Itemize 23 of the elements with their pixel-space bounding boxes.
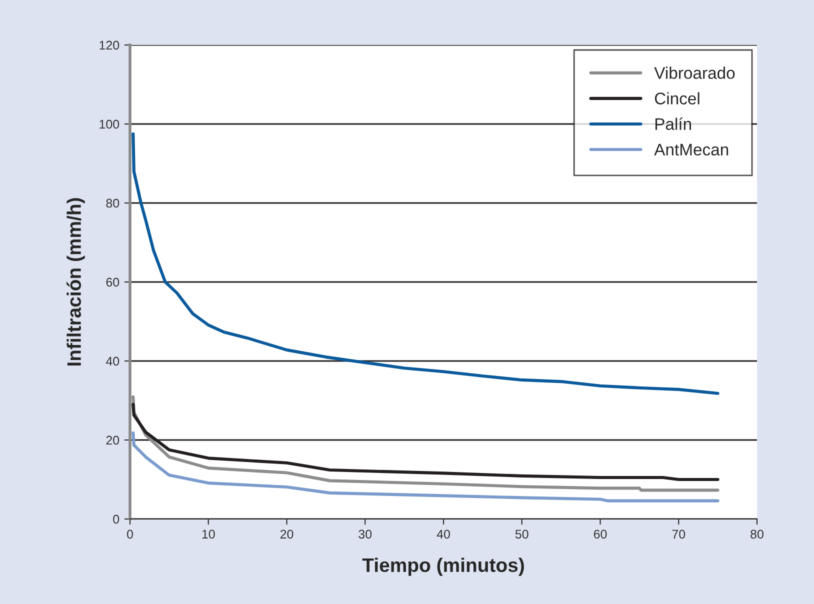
y-tick-label: 0 <box>113 514 120 524</box>
legend-label: Vibroarado <box>654 66 735 79</box>
x-tick-label: 20 <box>280 530 294 539</box>
y-tick-label: 120 <box>100 40 120 50</box>
x-tick-label: 40 <box>436 530 450 539</box>
x-tick-label: 30 <box>358 530 372 539</box>
y-tick-label: 20 <box>106 436 120 445</box>
legend-label: AntMecan <box>654 144 728 156</box>
y-tick-label: 80 <box>106 198 120 208</box>
x-axis-title: Tiempo (minutos) <box>362 558 524 576</box>
y-tick-label: 40 <box>106 356 120 366</box>
line-series <box>132 431 720 502</box>
legend-label: Cincel <box>654 92 700 104</box>
y-axis-title: Infiltración (mm/h) <box>66 198 85 366</box>
x-tick-label: 70 <box>672 530 686 539</box>
x-tick-label: 0 <box>127 530 133 539</box>
x-tick-label: 50 <box>515 530 528 539</box>
y-tick-label: 60 <box>106 278 120 287</box>
x-tick-label: 10 <box>202 530 215 539</box>
x-tick-label: 60 <box>594 530 607 539</box>
legend-label: Palín <box>655 118 692 130</box>
x-tick-label: 80 <box>750 530 764 539</box>
y-tick-label: 100 <box>100 120 120 129</box>
